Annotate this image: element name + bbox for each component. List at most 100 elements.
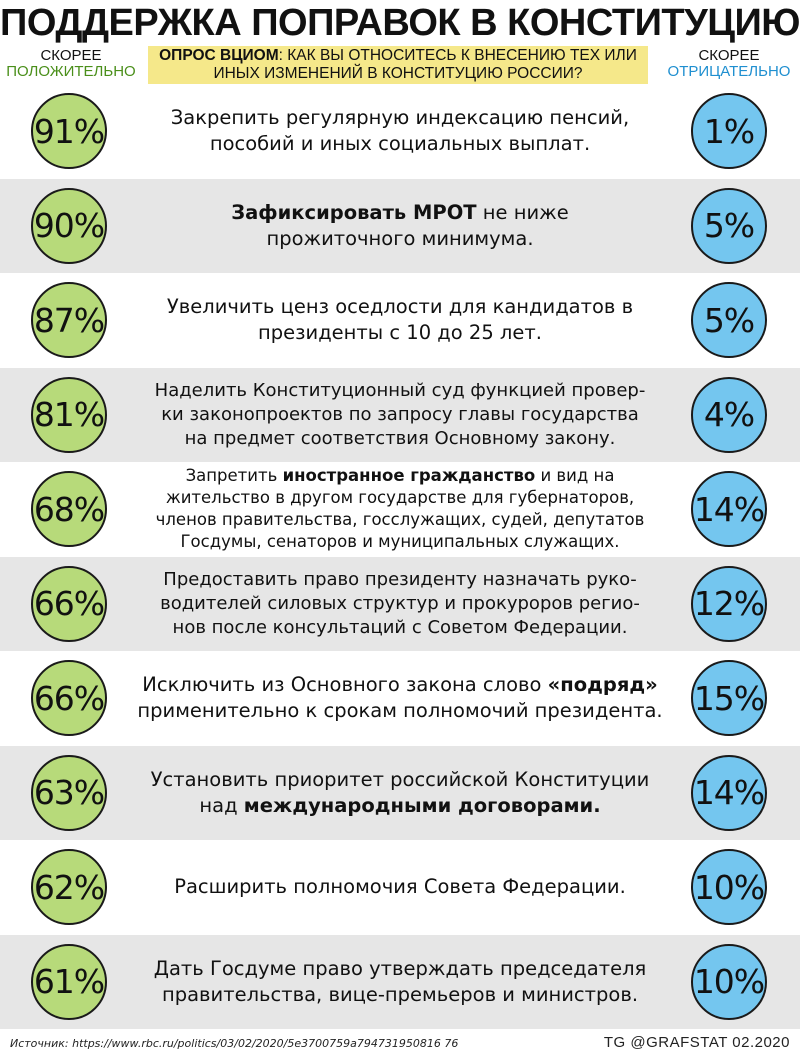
positive-percent-circle: 62% [31, 849, 107, 926]
table-row: 66% Исключить из Основного закона слово «… [0, 651, 800, 746]
negative-percent-circle: 14% [691, 471, 767, 548]
amendments-table: 91% Закрепить регулярную индексацию пенси… [0, 84, 800, 1029]
table-row: 81% Наделить Конституционный суд функцией… [0, 367, 800, 462]
amendment-text-segment: и вид на [535, 466, 615, 486]
amendment-text-line: членов правительства, госслужащих, судей… [130, 509, 670, 531]
amendment-text-line: ки законопроектов по запросу главы госуд… [130, 403, 670, 427]
table-row: 87% Увеличить ценз оседлости для кандидат… [0, 273, 800, 368]
page-title: ПОДДЕРЖКА ПОПРАВОК В КОНСТИТУЦИЮ [0, 2, 800, 44]
amendment-text-line: Закрепить регулярную индексацию пенсий, [130, 105, 670, 131]
amendment-text: Запретить иностранное гражданство и вид … [130, 465, 670, 553]
amendment-text-line: нов после консультаций с Советом Федерац… [130, 616, 670, 640]
amendment-text-line: Увеличить ценз оседлости для кандидатов … [130, 294, 670, 320]
source-note: Источник: https://www.rbc.ru/politics/03… [10, 1037, 459, 1050]
amendment-text-line: пособий и иных социальных выплат. [130, 131, 670, 157]
amendment-text-bold: Зафиксировать МРОТ [231, 200, 477, 224]
amendment-text-segment: водителей силовых структур и прокуроров … [160, 592, 640, 614]
amendment-text: Зафиксировать МРОТ не ниже прожиточного м… [130, 200, 670, 252]
negative-percent-circle: 15% [691, 660, 767, 737]
amendment-text-segment: нов после консультаций с Советом Федерац… [172, 616, 628, 638]
amendment-text-segment: Дать Госдуме право утверждать председате… [153, 956, 647, 980]
amendment-text: Предоставить право президенту назначать … [130, 568, 670, 640]
amendment-text: Закрепить регулярную индексацию пенсий, п… [130, 105, 670, 157]
amendment-text-segment: правительства, вице-премьеров и министро… [161, 982, 639, 1006]
negative-percent-circle: 4% [691, 376, 767, 453]
amendment-text-line: Исключить из Основного закона слово «под… [130, 672, 670, 698]
survey-question-box: ОПРОС ВЦИОМ: КАК ВЫ ОТНОСИТЕСЬ К ВНЕСЕНИ… [148, 46, 648, 84]
amendment-text: Увеличить ценз оседлости для кандидатов … [130, 294, 670, 346]
amendment-text: Дать Госдуме право утверждать председате… [130, 956, 670, 1008]
table-row: 66% Предоставить право президенту назнача… [0, 556, 800, 651]
positive-percent-circle: 91% [31, 93, 107, 170]
amendment-text-segment: Закрепить регулярную индексацию пенсий, [170, 106, 630, 130]
amendment-text-segment: президенты с 10 до 25 лет. [258, 321, 542, 345]
amendment-text-segment: применительно к срокам полномочий презид… [137, 699, 663, 723]
amendment-text-line: Дать Госдуме право утверждать председате… [130, 956, 670, 982]
negative-percent-circle: 1% [691, 93, 767, 170]
amendment-text-line: водителей силовых структур и прокуроров … [130, 592, 670, 616]
amendment-text-line: жительство в другом государстве для губе… [130, 487, 670, 509]
negative-percent-circle: 5% [691, 282, 767, 359]
amendment-text-segment: ки законопроектов по запросу главы госуд… [161, 403, 639, 425]
table-row: 63% Установить приоритет российской Конст… [0, 745, 800, 840]
amendment-text-line: применительно к срокам полномочий презид… [130, 698, 670, 724]
negative-percent-circle: 10% [691, 943, 767, 1020]
positive-header-line2: ПОЛОЖИТЕЛЬНО [6, 63, 136, 80]
survey-line1: ОПРОС ВЦИОМ: КАК ВЫ ОТНОСИТЕСЬ К ВНЕСЕНИ… [159, 47, 637, 64]
survey-question-part1: : КАК ВЫ ОТНОСИТЕСЬ К ВНЕСЕНИЮ ТЕХ ИЛИ [278, 47, 637, 64]
amendment-text-segment: пособий и иных социальных выплат. [209, 132, 591, 156]
amendment-text: Наделить Конституционный суд функцией пр… [130, 379, 670, 451]
table-row: 68% Запретить иностранное гражданство и в… [0, 462, 800, 557]
amendment-text-line: президенты с 10 до 25 лет. [130, 320, 670, 346]
survey-question-part2: ИНЫХ ИЗМЕНЕНИЙ В КОНСТИТУЦИЮ РОССИИ? [213, 65, 583, 82]
amendment-text: Установить приоритет российской Конститу… [130, 767, 670, 819]
positive-column-header: СКОРЕЕ ПОЛОЖИТЕЛЬНО [6, 48, 136, 80]
positive-percent-circle: 66% [31, 660, 107, 737]
amendment-text: Расширить полномочия Совета Федерации. [130, 874, 670, 900]
negative-percent-circle: 5% [691, 187, 767, 264]
amendment-text-line: Запретить иностранное гражданство и вид … [130, 465, 670, 487]
amendment-text-segment: членов правительства, госслужащих, судей… [155, 510, 645, 530]
amendment-text-line: правительства, вице-премьеров и министро… [130, 982, 670, 1008]
negative-percent-circle: 12% [691, 565, 767, 642]
amendment-text-line: Расширить полномочия Совета Федерации. [130, 874, 670, 900]
positive-percent-circle: 68% [31, 471, 107, 548]
negative-header-line1: СКОРЕЕ [698, 47, 760, 64]
amendment-text-line: Наделить Конституционный суд функцией пр… [130, 379, 670, 403]
amendment-text-line: на предмет соответствия Основному закону… [130, 427, 670, 451]
negative-column-header: СКОРЕЕ ОТРИЦАТЕЛЬНО [664, 48, 794, 80]
amendment-text-line: Зафиксировать МРОТ не ниже [130, 200, 670, 226]
amendment-text-segment: Запретить [185, 466, 283, 486]
amendment-text-line: над международными договорами. [130, 793, 670, 819]
amendment-text-line: Госдумы, сенаторов и муниципальных служа… [130, 531, 670, 553]
amendment-text-segment: на предмет соответствия Основному закону… [184, 427, 616, 449]
amendment-text-bold: международными договорами. [243, 793, 601, 817]
positive-percent-circle: 61% [31, 943, 107, 1020]
negative-percent-circle: 14% [691, 754, 767, 831]
amendment-text-segment: прожиточного минимума. [266, 226, 534, 250]
negative-header-line2: ОТРИЦАТЕЛЬНО [667, 63, 791, 80]
credit-note: TG @GRAFSTAT 02.2020 [603, 1034, 790, 1051]
amendment-text-segment: жительство в другом государстве для губе… [165, 488, 635, 508]
amendment-text: Исключить из Основного закона слово «под… [130, 672, 670, 724]
amendment-text-line: Установить приоритет российской Конститу… [130, 767, 670, 793]
amendment-text-bold: «подряд» [547, 673, 658, 697]
positive-percent-circle: 66% [31, 565, 107, 642]
survey-source: ОПРОС ВЦИОМ [159, 47, 279, 64]
table-row: 61% Дать Госдуме право утверждать председ… [0, 934, 800, 1029]
amendment-text-line: прожиточного минимума. [130, 226, 670, 252]
table-row: 62% Расширить полномочия Совета Федерации… [0, 840, 800, 935]
amendment-text-segment: над [199, 793, 244, 817]
positive-percent-circle: 90% [31, 187, 107, 264]
amendment-text-segment: Предоставить право президенту назначать … [163, 568, 637, 590]
positive-header-line1: СКОРЕЕ [40, 47, 102, 64]
negative-percent-circle: 10% [691, 849, 767, 926]
positive-percent-circle: 87% [31, 282, 107, 359]
table-row: 90% Зафиксировать МРОТ не ниже прожиточног… [0, 178, 800, 273]
amendment-text-segment: Исключить из Основного закона слово [142, 673, 548, 697]
table-row: 91% Закрепить регулярную индексацию пенси… [0, 84, 800, 179]
amendment-text-segment: Установить приоритет российской Конститу… [150, 767, 650, 791]
positive-percent-circle: 63% [31, 754, 107, 831]
amendment-text-segment: Увеличить ценз оседлости для кандидатов … [166, 295, 634, 319]
amendment-text-segment: не ниже [476, 200, 569, 224]
